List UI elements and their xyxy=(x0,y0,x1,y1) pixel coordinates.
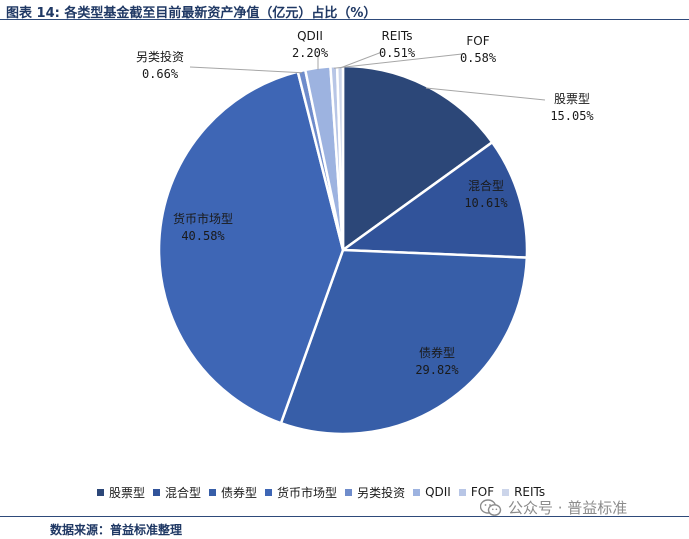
header-divider xyxy=(0,19,689,20)
slice-label-2: 债券型 xyxy=(419,345,455,360)
legend-swatch-7 xyxy=(502,488,510,496)
pie-slice-7 xyxy=(335,64,345,252)
slice-value-2: 29.82% xyxy=(415,363,459,377)
legend-item-2: 债券型 xyxy=(209,484,257,501)
pie-slices xyxy=(157,64,529,436)
leader-lines xyxy=(189,51,546,101)
legend-item-5: QDII xyxy=(413,485,451,499)
legend-swatch-3 xyxy=(265,488,273,496)
figure-header: 图表 14: 各类型基金截至目前最新资产净值（亿元）占比（%） xyxy=(0,0,689,22)
legend-item-1: 混合型 xyxy=(153,484,201,501)
slice-label-6: FOF xyxy=(466,34,489,48)
slice-label-5: QDII xyxy=(297,29,323,43)
slice-value-0: 15.05% xyxy=(550,109,594,123)
legend-item-3: 货币市场型 xyxy=(265,484,337,501)
slice-label-1: 混合型 xyxy=(468,178,504,193)
legend-label-7: REITs xyxy=(514,485,546,499)
legend-label-0: 股票型 xyxy=(109,485,146,500)
slice-label-3: 货币市场型 xyxy=(173,211,233,226)
slice-value-4: 0.66% xyxy=(142,67,179,81)
leader-line-4 xyxy=(189,66,303,74)
slice-value-6: 0.58% xyxy=(460,51,497,65)
legend-swatch-5 xyxy=(413,488,421,496)
figure-title: 图表 14: 各类型基金截至目前最新资产净值（亿元）占比（%） xyxy=(6,6,377,21)
footer-divider xyxy=(0,516,689,517)
slice-label-4: 另类投资 xyxy=(136,49,184,64)
leader-line-7 xyxy=(339,51,383,69)
legend-swatch-4 xyxy=(345,488,353,496)
slice-value-3: 40.58% xyxy=(181,229,225,243)
legend-label-6: FOF xyxy=(470,485,495,499)
data-source-note: 数据来源：普益标准整理 xyxy=(50,523,183,537)
legend-item-6: FOF xyxy=(458,485,495,499)
legend-label-5: QDII xyxy=(425,485,451,499)
slice-label-0: 股票型 xyxy=(554,92,590,106)
wechat-icon xyxy=(480,498,502,516)
legend-label-4: 另类投资 xyxy=(357,485,406,500)
legend-swatch-2 xyxy=(209,488,217,496)
legend-label-3: 货币市场型 xyxy=(277,485,338,500)
pie-slice-3 xyxy=(157,70,345,425)
slice-value-5: 2.20% xyxy=(292,46,329,60)
chart-legend: 股票型 混合型 债券型 货币市场型 另类投资 QDII FOF REITs xyxy=(97,483,553,501)
watermark: 公众号 · 普益标准 xyxy=(480,497,627,518)
pie-chart: 股票型 15.05% 混合型 10.61% 债券型 29.82% 货币市场型 40.58% 另类… xyxy=(136,29,594,436)
legend-swatch-6 xyxy=(458,488,466,496)
watermark-text: 公众号 · 普益标准 xyxy=(508,499,628,517)
legend-swatch-0 xyxy=(97,488,104,496)
legend-label-1: 混合型 xyxy=(165,485,202,500)
slice-value-1: 10.61% xyxy=(464,196,508,210)
pie-slice-2 xyxy=(279,248,529,436)
leader-line-0 xyxy=(425,87,546,101)
slice-label-7: REITs xyxy=(381,29,412,43)
legend-item-7: REITs xyxy=(502,485,545,499)
slice-labels: 股票型 15.05% 混合型 10.61% 债券型 29.82% 货币市场型 40.58% 另类… xyxy=(136,29,594,377)
legend-swatch-1 xyxy=(153,488,161,496)
legend-label-2: 债券型 xyxy=(221,485,258,500)
slice-value-7: 0.51% xyxy=(379,46,416,60)
legend-item-4: 另类投资 xyxy=(345,484,405,501)
pie-slice-1 xyxy=(341,141,529,259)
leader-line-6 xyxy=(333,53,463,69)
pie-slice-0 xyxy=(341,64,494,252)
legend-item-0: 股票型 xyxy=(97,484,145,501)
